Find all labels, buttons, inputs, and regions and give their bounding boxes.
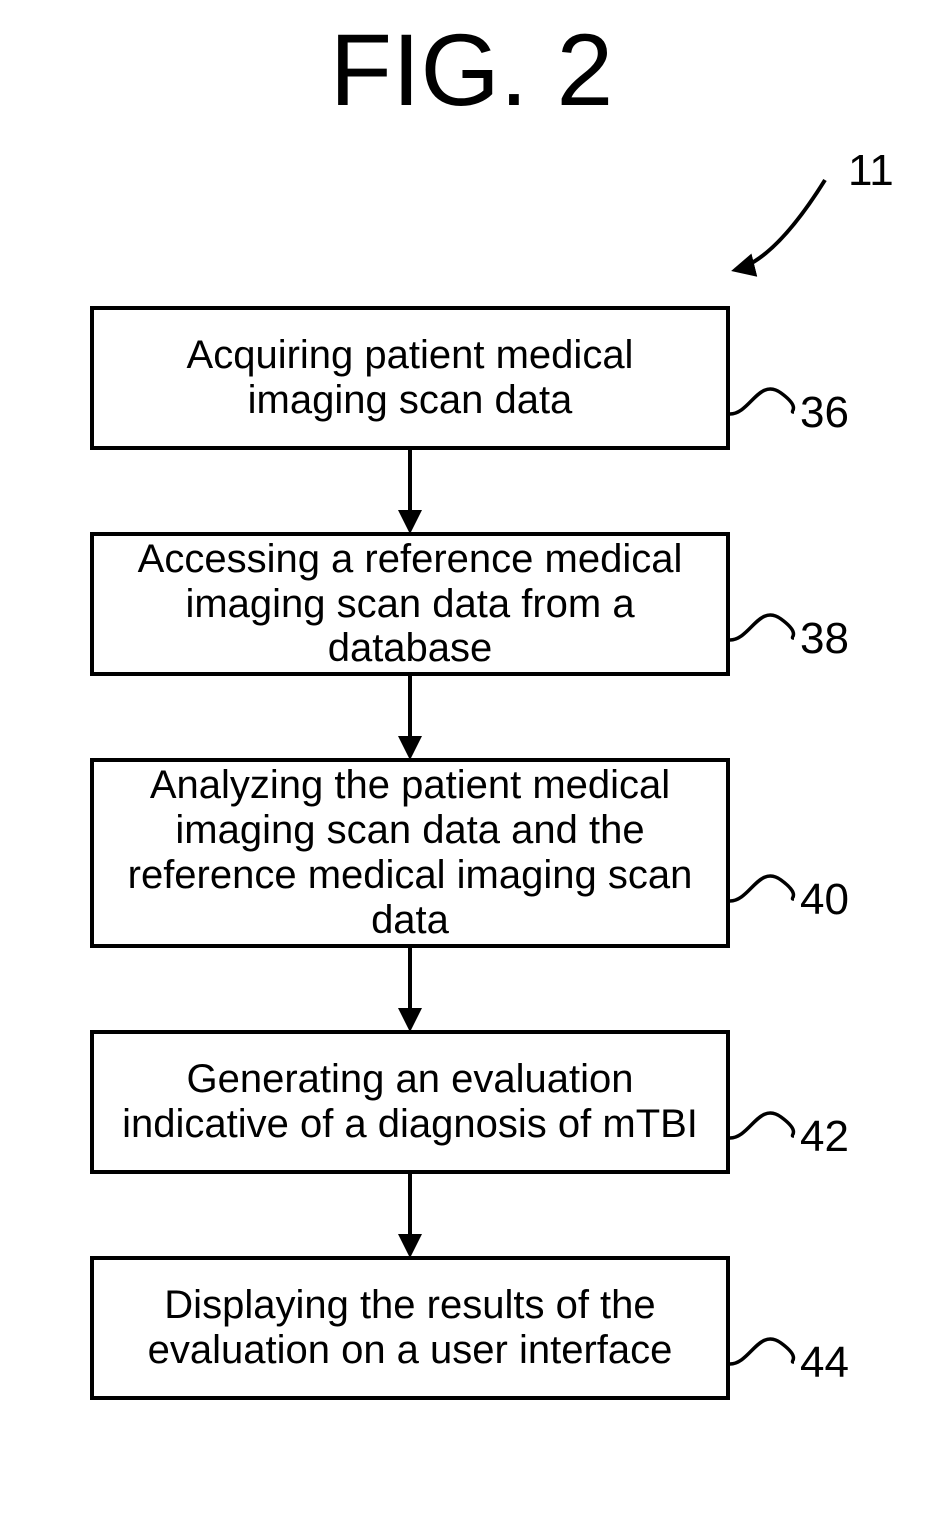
page: FIG. 2 11 Acquiring patient medical imag…	[0, 0, 943, 1524]
arrows-overlay	[0, 0, 943, 1524]
